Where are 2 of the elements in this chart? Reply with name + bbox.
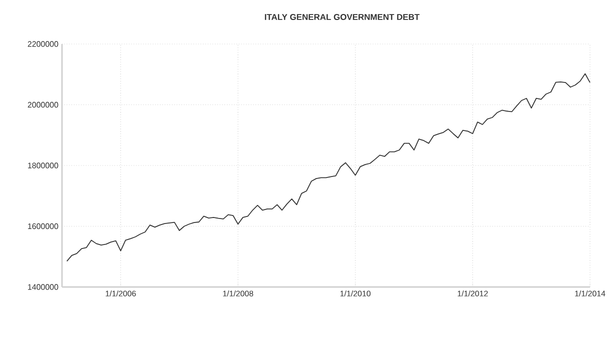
line-series bbox=[66, 73, 590, 262]
chart-title: ITALY GENERAL GOVERNMENT DEBT bbox=[264, 14, 420, 20]
